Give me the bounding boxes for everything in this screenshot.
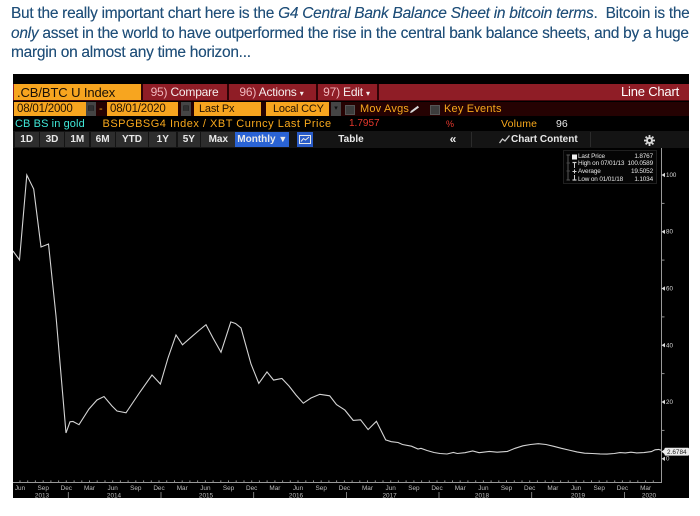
svg-text:2019: 2019 bbox=[571, 493, 586, 499]
svg-text:2018: 2018 bbox=[475, 493, 490, 499]
svg-text:20: 20 bbox=[666, 399, 673, 406]
svg-text:2020: 2020 bbox=[642, 493, 657, 499]
svg-text:Sep: Sep bbox=[223, 485, 235, 492]
svg-text:Jun: Jun bbox=[200, 485, 211, 492]
svg-text:2015: 2015 bbox=[199, 493, 214, 499]
svg-text:40: 40 bbox=[666, 342, 673, 349]
svg-text:100: 100 bbox=[666, 172, 677, 179]
svg-text:Dec: Dec bbox=[153, 485, 165, 492]
svg-text:Mar: Mar bbox=[84, 485, 96, 492]
svg-text:Sep: Sep bbox=[408, 485, 420, 492]
svg-text:Mar: Mar bbox=[177, 485, 189, 492]
svg-text:Mar: Mar bbox=[269, 485, 281, 492]
svg-text:60: 60 bbox=[666, 286, 673, 293]
svg-text:Dec: Dec bbox=[617, 485, 629, 492]
svg-text:0: 0 bbox=[666, 456, 670, 463]
svg-text:80: 80 bbox=[666, 229, 673, 236]
svg-text:Jun: Jun bbox=[478, 485, 489, 492]
svg-text:Mar: Mar bbox=[640, 485, 652, 492]
svg-text:Jun: Jun bbox=[108, 485, 119, 492]
svg-text:Dec: Dec bbox=[524, 485, 536, 492]
svg-text:Sep: Sep bbox=[130, 485, 142, 492]
svg-text:Mar: Mar bbox=[455, 485, 467, 492]
svg-text:Mar: Mar bbox=[362, 485, 374, 492]
svg-text:Sep: Sep bbox=[594, 485, 606, 492]
svg-text:Jun: Jun bbox=[571, 485, 582, 492]
svg-text:2014: 2014 bbox=[107, 493, 122, 499]
svg-text:Sep: Sep bbox=[316, 485, 328, 492]
svg-text:Sep: Sep bbox=[501, 485, 513, 492]
svg-text:2.6784: 2.6784 bbox=[667, 449, 687, 456]
svg-text:2017: 2017 bbox=[382, 493, 397, 499]
svg-text:2013: 2013 bbox=[35, 493, 50, 499]
svg-text:Jun: Jun bbox=[386, 485, 397, 492]
svg-text:Dec: Dec bbox=[339, 485, 351, 492]
svg-text:Dec: Dec bbox=[61, 485, 73, 492]
svg-text:Sep: Sep bbox=[38, 485, 50, 492]
svg-text:Mar: Mar bbox=[547, 485, 559, 492]
svg-text:Dec: Dec bbox=[246, 485, 258, 492]
svg-text:2016: 2016 bbox=[289, 493, 304, 499]
svg-text:Jun: Jun bbox=[293, 485, 304, 492]
svg-text:Dec: Dec bbox=[431, 485, 443, 492]
svg-text:Jun: Jun bbox=[15, 485, 26, 492]
